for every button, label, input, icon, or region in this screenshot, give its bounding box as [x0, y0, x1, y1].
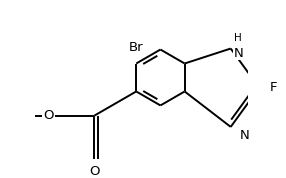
Text: O: O [89, 165, 100, 178]
Text: Br: Br [129, 41, 144, 54]
Text: O: O [43, 109, 53, 122]
Text: F: F [270, 81, 277, 94]
Text: N: N [239, 129, 249, 142]
Text: N: N [234, 47, 243, 60]
Text: H: H [234, 33, 241, 43]
